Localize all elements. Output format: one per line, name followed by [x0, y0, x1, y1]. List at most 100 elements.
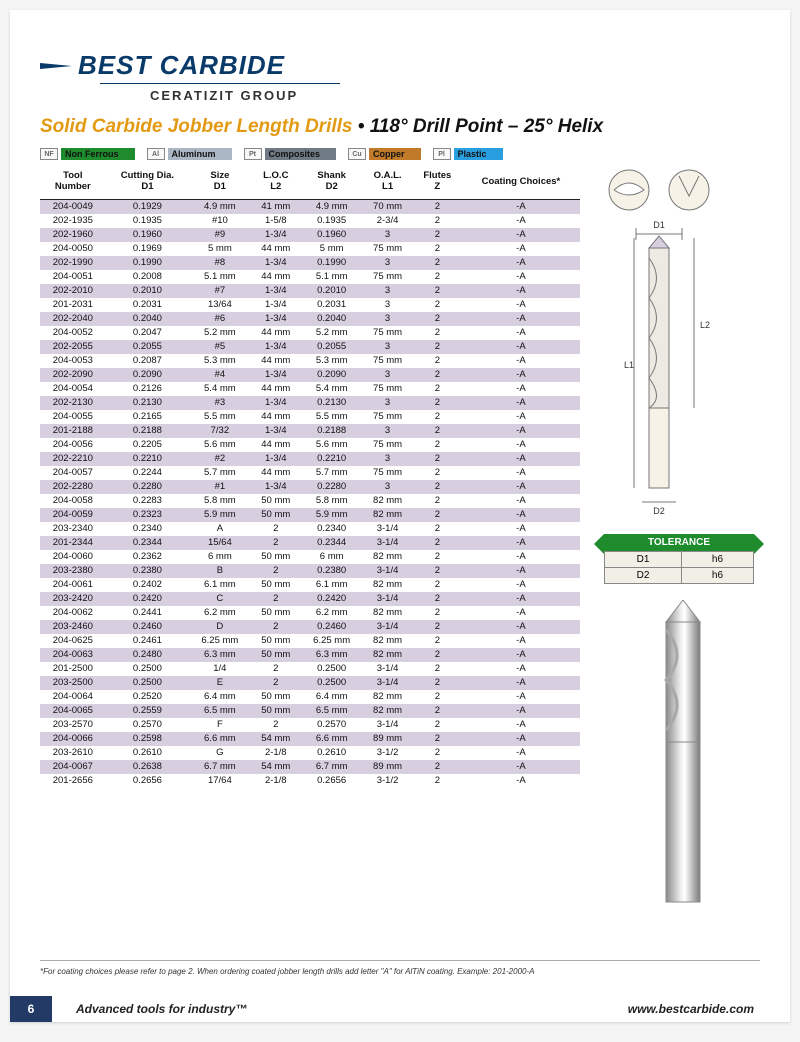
table-cell: 3-1/4: [362, 536, 413, 550]
table-cell: 0.2610: [301, 746, 362, 760]
table-cell: 44 mm: [251, 354, 302, 368]
table-cell: #10: [189, 214, 250, 228]
table-cell: 6.1 mm: [301, 578, 362, 592]
tolerance-row: D2h6: [605, 568, 754, 584]
table-cell: 5.6 mm: [301, 438, 362, 452]
table-row: 202-20400.2040#61-3/40.204032-A: [40, 312, 580, 326]
table-cell: 5.1 mm: [189, 270, 250, 284]
table-row: 204-00540.21265.4 mm44 mm5.4 mm75 mm2-A: [40, 382, 580, 396]
table-cell: 2: [413, 270, 462, 284]
table-cell: 2: [413, 452, 462, 466]
table-row: 202-20550.2055#51-3/40.205532-A: [40, 340, 580, 354]
table-cell: 204-0054: [40, 382, 106, 396]
table-cell: 4.9 mm: [301, 199, 362, 214]
table-cell: 50 mm: [251, 648, 302, 662]
table-cell: 2: [413, 522, 462, 536]
table-cell: 2: [413, 438, 462, 452]
table-cell: 75 mm: [362, 326, 413, 340]
table-cell: -A: [462, 704, 580, 718]
table-cell: 2: [251, 676, 302, 690]
tolerance-cell: D2: [605, 568, 682, 584]
table-cell: -A: [462, 368, 580, 382]
brand-subtitle: CERATIZIT GROUP: [150, 88, 760, 103]
table-cell: 2: [413, 340, 462, 354]
material-label: Plastic: [454, 148, 503, 160]
table-cell: 17/64: [189, 774, 250, 788]
table-cell: 2: [413, 326, 462, 340]
materials-legend: NFNon FerrousAlAluminumPtCompositesCuCop…: [40, 148, 503, 160]
table-cell: 204-0057: [40, 466, 106, 480]
table-cell: 2: [413, 774, 462, 788]
table-cell: -A: [462, 340, 580, 354]
table-cell: E: [189, 676, 250, 690]
table-cell: 50 mm: [251, 578, 302, 592]
table-cell: C: [189, 592, 250, 606]
table-cell: 0.2047: [106, 326, 190, 340]
table-cell: -A: [462, 396, 580, 410]
table-cell: 0.1929: [106, 199, 190, 214]
table-cell: 2: [413, 396, 462, 410]
table-cell: 0.2570: [301, 718, 362, 732]
table-cell: 5.5 mm: [189, 410, 250, 424]
title-sep: •: [358, 116, 370, 137]
table-cell: 0.2210: [106, 452, 190, 466]
table-cell: 1-3/4: [251, 284, 302, 298]
svg-text:D1: D1: [653, 220, 665, 230]
table-cell: 203-2570: [40, 718, 106, 732]
table-cell: 202-2040: [40, 312, 106, 326]
brand-rule: [100, 83, 340, 84]
table-cell: -A: [462, 508, 580, 522]
table-row: 203-24200.2420C20.24203-1/42-A: [40, 592, 580, 606]
table-cell: 0.2638: [106, 760, 190, 774]
table-cell: 1-3/4: [251, 480, 302, 494]
table-column-header: Coating Choices*: [462, 168, 580, 199]
table-row: 204-00570.22445.7 mm44 mm5.7 mm75 mm2-A: [40, 466, 580, 480]
table-cell: 5 mm: [189, 242, 250, 256]
table-cell: 5.4 mm: [189, 382, 250, 396]
table-cell: 204-0063: [40, 648, 106, 662]
table-cell: 2-1/8: [251, 746, 302, 760]
table-cell: B: [189, 564, 250, 578]
table-cell: 6.3 mm: [189, 648, 250, 662]
table-row: 202-19600.1960#91-3/40.196032-A: [40, 228, 580, 242]
table-cell: 0.2380: [301, 564, 362, 578]
table-cell: A: [189, 522, 250, 536]
table-body: 204-00490.19294.9 mm41 mm4.9 mm70 mm2-A2…: [40, 199, 580, 788]
table-cell: 44 mm: [251, 270, 302, 284]
table-cell: 44 mm: [251, 410, 302, 424]
table-cell: 0.2031: [301, 298, 362, 312]
table-cell: 2: [413, 550, 462, 564]
table-cell: 204-0059: [40, 508, 106, 522]
table-cell: 0.2031: [106, 298, 190, 312]
table-cell: 3-1/4: [362, 564, 413, 578]
dimension-diagram: D1 L1 L2 D2: [594, 168, 754, 528]
table-cell: 0.1969: [106, 242, 190, 256]
table-cell: 3: [362, 340, 413, 354]
table-cell: #5: [189, 340, 250, 354]
table-cell: 82 mm: [362, 648, 413, 662]
table-cell: 2: [413, 298, 462, 312]
table-cell: -A: [462, 298, 580, 312]
table-cell: 5.3 mm: [301, 354, 362, 368]
table-cell: -A: [462, 522, 580, 536]
table-cell: 0.2461: [106, 634, 190, 648]
table-row: 204-00530.20875.3 mm44 mm5.3 mm75 mm2-A: [40, 354, 580, 368]
table-row: 202-20100.2010#71-3/40.201032-A: [40, 284, 580, 298]
table-cell: 204-0051: [40, 270, 106, 284]
material-code-icon: Pt: [244, 148, 262, 160]
table-row: 203-23400.2340A20.23403-1/42-A: [40, 522, 580, 536]
table-column-header: FlutesZ: [413, 168, 462, 199]
table-cell: 202-2010: [40, 284, 106, 298]
table-cell: 5.5 mm: [301, 410, 362, 424]
table-cell: 75 mm: [362, 354, 413, 368]
material-code-icon: Al: [147, 148, 165, 160]
table-cell: 0.2040: [106, 312, 190, 326]
table-cell: 70 mm: [362, 199, 413, 214]
table-cell: 0.2283: [106, 494, 190, 508]
table-cell: 2: [413, 199, 462, 214]
table-cell: 75 mm: [362, 438, 413, 452]
table-cell: 0.1935: [106, 214, 190, 228]
table-cell: 1-3/4: [251, 368, 302, 382]
table-cell: 2: [413, 214, 462, 228]
table-cell: 2-1/8: [251, 774, 302, 788]
